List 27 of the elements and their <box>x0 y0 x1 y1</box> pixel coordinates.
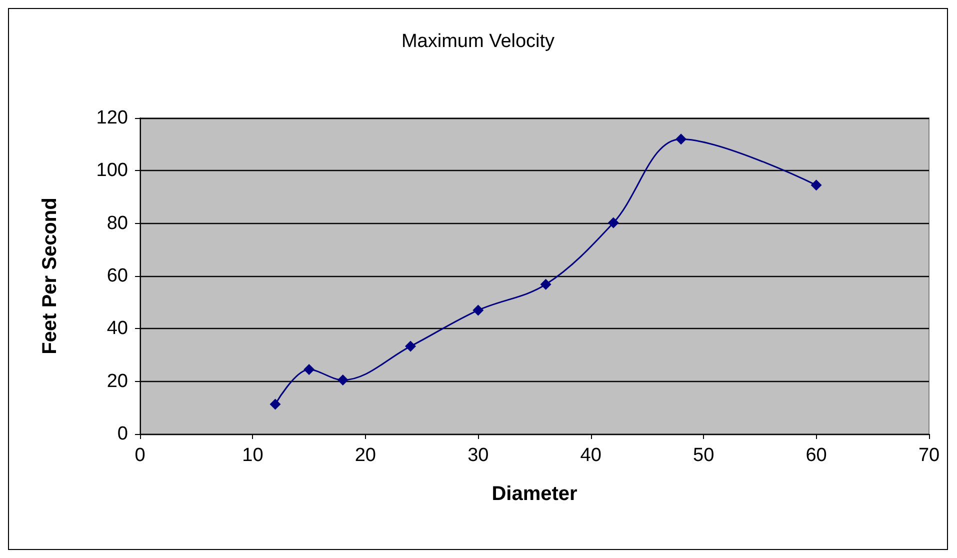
y-tick-label: 120 <box>96 108 128 128</box>
point <box>270 398 281 410</box>
y-tick-label: 60 <box>106 266 128 286</box>
x-axis-title: Diameter <box>492 483 578 505</box>
point <box>676 134 687 145</box>
y-tick-label: 80 <box>106 212 128 234</box>
point <box>472 304 484 316</box>
x-tick-label: 60 <box>806 445 827 466</box>
y-tick-label: 0 <box>117 424 128 444</box>
y-tick-label: 100 <box>96 160 128 182</box>
point <box>540 278 552 290</box>
x-tick-label: 50 <box>693 445 714 466</box>
x-tick-label: 70 <box>918 445 940 466</box>
point <box>608 217 619 228</box>
y-axis-title: Feet Per Second <box>39 198 61 354</box>
x-tick-label: 30 <box>468 445 489 466</box>
chart-title: Maximum Velocity <box>401 31 556 52</box>
y-tick-label: 20 <box>106 370 128 392</box>
y-tick-label: 40 <box>106 318 128 340</box>
x-tick-label: 20 <box>354 445 376 466</box>
x-tick-label: 40 <box>580 445 602 466</box>
point <box>810 180 822 191</box>
point <box>405 340 416 352</box>
x-tick-label: 0 <box>134 445 146 466</box>
point <box>304 364 315 375</box>
point <box>337 374 348 386</box>
x-tick-label: 10 <box>242 445 264 466</box>
